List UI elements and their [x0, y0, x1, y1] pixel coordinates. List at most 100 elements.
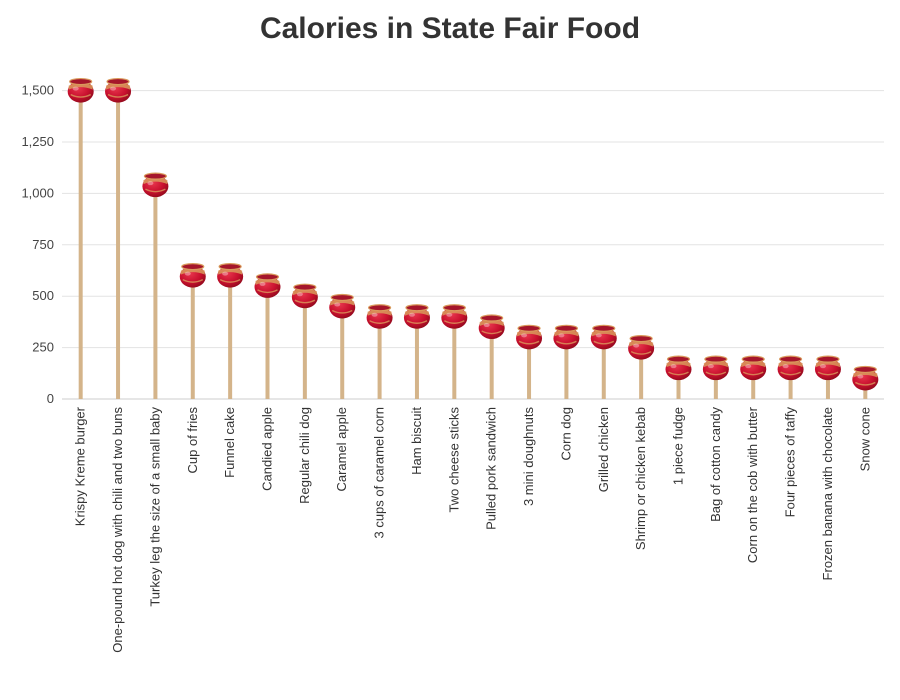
caramel-drip [593, 340, 615, 345]
x-category-label: 3 mini doughnuts [521, 407, 536, 507]
caramel-drip [331, 309, 353, 314]
lollipop-mark [291, 283, 318, 399]
apple-top [853, 365, 877, 374]
caramel-drip [556, 340, 577, 345]
apple-highlight [184, 271, 191, 276]
x-category-label: Grilled chicken [596, 407, 611, 492]
apple-highlight [334, 302, 341, 307]
lollipop-stick [788, 368, 793, 399]
lollipop-mark [702, 355, 729, 399]
lollipop-stick [78, 90, 83, 399]
apple-highlight [521, 333, 528, 338]
apple-top [405, 304, 429, 312]
lollipop-stick [302, 296, 307, 399]
x-category-label: Bag of cotton candy [708, 407, 723, 522]
apple-highlight [745, 364, 752, 369]
apple-top [666, 355, 691, 363]
apple-highlight [670, 364, 677, 369]
candy-apple-icon [702, 355, 729, 381]
candy-apple-icon [217, 263, 244, 288]
y-tick-label: 1,000 [21, 185, 54, 200]
candy-apple-icon [852, 365, 879, 391]
x-category-label: Turkey leg the size of a small baby [147, 407, 162, 607]
apple-highlight [558, 333, 565, 338]
chart-title: Calories in State Fair Food [259, 12, 641, 45]
caramel-drip [369, 320, 390, 324]
candy-apple-icon [254, 273, 281, 298]
lollipop-mark [254, 273, 281, 399]
lollipop-stick [676, 368, 681, 399]
apple-top [69, 77, 93, 86]
caramel-drip [70, 93, 91, 98]
x-category-label: 3 cups of caramel corn [372, 407, 387, 539]
candy-apple-icon [478, 314, 505, 340]
lollipop-mark [814, 355, 841, 399]
caramel-drip [257, 289, 278, 294]
lollipop-stick [116, 90, 121, 399]
apple-highlight [595, 333, 602, 338]
apple-highlight [707, 364, 714, 369]
caramel-drip [742, 371, 764, 376]
lollipop-stick [489, 327, 494, 399]
x-category-label: Caramel apple [334, 407, 349, 492]
x-category-label: Corn dog [558, 407, 573, 460]
lollipop-stick [153, 185, 158, 399]
candy-apple-icon [740, 355, 767, 381]
lollipop-mark [217, 263, 244, 399]
apple-highlight [633, 343, 640, 348]
caramel-drip [705, 371, 727, 376]
apple-top [554, 324, 579, 332]
lollipop-mark [67, 77, 94, 399]
candy-apple-icon [665, 355, 692, 381]
caramel-drip [780, 371, 801, 376]
apple-top [778, 355, 803, 363]
apple-top [143, 172, 168, 180]
caramel-drip [518, 340, 540, 345]
apple-top [592, 324, 616, 332]
candy-apple-icon [105, 77, 132, 103]
lollipop-mark [852, 365, 879, 399]
apple-highlight [296, 292, 303, 297]
caramel-drip [668, 371, 689, 376]
x-category-label: Candied apple [260, 407, 275, 491]
lollipop-mark [516, 324, 543, 399]
apple-highlight [408, 312, 415, 317]
lollipop-mark [590, 324, 617, 399]
candy-apple-icon [179, 263, 206, 288]
x-category-label: One-pound hot dog with chili and two bun… [110, 407, 125, 653]
lollipop-mark [179, 263, 206, 399]
apple-highlight [446, 312, 453, 317]
apple-highlight [259, 281, 266, 286]
caramel-drip [182, 278, 204, 283]
candy-apple-icon [590, 324, 617, 350]
lollipop-stick [639, 347, 644, 399]
x-category-label: Funnel cake [222, 407, 237, 478]
apple-highlight [147, 181, 154, 186]
y-tick-label: 750 [32, 237, 54, 252]
candy-apple-icon [553, 324, 580, 350]
apple-highlight [222, 271, 229, 276]
x-category-label: Pulled pork sandwich [484, 407, 499, 530]
lollipop-mark [403, 304, 430, 399]
x-category-label: Ham biscuit [409, 407, 424, 475]
candy-apple-icon [403, 304, 430, 329]
apple-highlight [110, 86, 117, 91]
x-category-label: Frozen banana with chocolate [820, 407, 835, 580]
y-tick-label: 500 [32, 288, 54, 303]
lollipop-mark [441, 304, 468, 399]
lollipop-mark [553, 324, 580, 399]
x-category-label: Snow cone [857, 407, 872, 471]
x-category-label: Cup of fries [185, 407, 200, 474]
candy-apple-icon [142, 172, 169, 198]
caramel-drip [817, 371, 839, 376]
x-category-label: Four pieces of taffy [783, 407, 798, 518]
caramel-drip [630, 350, 652, 355]
apple-top [517, 324, 541, 332]
lollipop-mark [777, 355, 804, 399]
caramel-drip [107, 93, 129, 98]
apple-top [293, 283, 317, 291]
lollipop-stick [601, 337, 606, 399]
candy-apple-icon [441, 304, 468, 329]
caramel-drip [444, 320, 465, 324]
